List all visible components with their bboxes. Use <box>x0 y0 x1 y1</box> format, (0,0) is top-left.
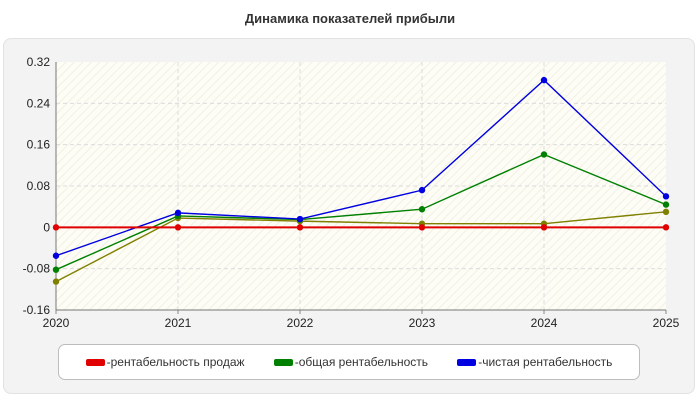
y-tick-label: 0.16 <box>27 138 51 152</box>
data-point <box>296 224 304 231</box>
data-point <box>540 224 548 231</box>
legend-label: общая рентабельность <box>298 355 429 369</box>
series-3 <box>52 76 670 259</box>
legend-dash: - <box>478 355 483 369</box>
legend-swatch <box>457 358 477 366</box>
series-line <box>55 79 667 257</box>
y-tick-label: 0.08 <box>27 179 51 193</box>
data-point <box>662 208 670 216</box>
x-tick-label: 2024 <box>531 316 558 330</box>
x-tick-label: 2025 <box>653 316 680 330</box>
x-tick-label: 2021 <box>165 316 192 330</box>
legend-item: - рентабельность продаж <box>85 355 245 369</box>
data-point <box>52 252 60 259</box>
legend-swatch <box>85 358 105 366</box>
y-tick-label: 0.32 <box>27 55 51 69</box>
x-tick-label: 2020 <box>43 316 70 330</box>
legend: - рентабельность продаж - общая рентабель… <box>58 344 640 380</box>
data-point <box>662 193 670 200</box>
y-tick-label: 0 <box>43 220 50 234</box>
y-tick-label: -0.08 <box>23 262 51 276</box>
x-tick-label: 2022 <box>287 316 314 330</box>
data-point <box>418 186 426 194</box>
x-tick-label: 2023 <box>409 316 436 330</box>
data-point <box>418 224 426 231</box>
y-tick-label: -0.16 <box>23 303 51 317</box>
series-1 <box>52 224 670 231</box>
data-point <box>296 215 304 223</box>
data-point <box>540 151 548 158</box>
y-tick-label: 0.24 <box>27 96 51 110</box>
chart-title: Динамика показателей прибыли <box>244 11 456 26</box>
data-point <box>174 224 182 231</box>
data-point <box>174 209 182 217</box>
data-point <box>662 224 670 231</box>
legend-swatch <box>273 358 293 366</box>
legend-label: чистая рентабельность <box>482 355 613 369</box>
data-point <box>52 266 60 273</box>
data-point <box>418 206 426 213</box>
grid-lines <box>56 62 666 311</box>
tick-labels: -0.16 -0.08 0 0.08 0.16 0.24 0.32 2020 2021 2022 2… <box>23 55 680 330</box>
data-point <box>540 76 548 84</box>
series-group <box>52 76 670 285</box>
series-line <box>55 153 667 271</box>
series-line <box>55 211 667 283</box>
legend-dash: - <box>294 355 299 369</box>
legend-item: - общая рентабельность <box>273 355 429 369</box>
data-point <box>662 201 670 208</box>
data-point <box>52 278 60 285</box>
legend-item: - чистая рентабельность <box>457 355 612 369</box>
legend-label: рентабельность продаж <box>110 355 245 369</box>
data-point <box>52 224 60 231</box>
legend-dash: - <box>106 355 111 369</box>
